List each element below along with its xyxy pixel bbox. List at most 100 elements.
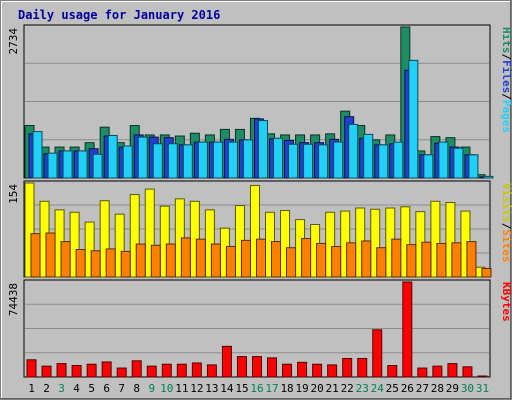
sites-bar-26 — [406, 244, 417, 278]
visits-bar-28 — [430, 200, 441, 278]
kbytes-bar-19 — [297, 361, 308, 378]
kbytes-bar-28 — [432, 365, 443, 378]
panel-2: 154 Visits/Sites — [7, 180, 512, 278]
visits-bar-16 — [249, 184, 260, 278]
kbytes-bar-30 — [462, 366, 473, 378]
sites-bar-25 — [391, 238, 402, 278]
pages-bar-27 — [423, 154, 434, 179]
pages-bar-12 — [197, 141, 208, 179]
kbytes-bar-13 — [206, 364, 217, 378]
visits-bar-1 — [24, 182, 35, 278]
kbytes-bar-26 — [402, 281, 413, 378]
kbytes-bar-7 — [116, 367, 127, 378]
pages-bar-1 — [32, 131, 43, 179]
kbytes-bar-10 — [161, 363, 172, 378]
kbytes-bar-25 — [387, 365, 398, 378]
x-tick-label-16: 16 — [250, 382, 263, 395]
kbytes-bar-20 — [312, 363, 323, 378]
x-tick-label-5: 5 — [88, 382, 95, 395]
pages-bar-4 — [77, 150, 88, 179]
legend-entry-visits: Visits — [500, 183, 512, 223]
sites-bar-6 — [105, 248, 116, 278]
sites-bar-15 — [240, 239, 251, 278]
x-tick-label-22: 22 — [341, 382, 354, 395]
sites-bar-27 — [421, 241, 432, 278]
pages-bar-11 — [182, 144, 193, 179]
pages-bar-9 — [152, 143, 163, 179]
x-tick-label-13: 13 — [205, 382, 218, 395]
pages-bar-10 — [167, 143, 178, 179]
x-tick-label-17: 17 — [265, 382, 278, 395]
kbytes-bar-24 — [372, 329, 383, 378]
chart-title: Daily usage for January 2016 — [18, 8, 220, 22]
pages-bar-6 — [107, 134, 118, 179]
pages-bar-28 — [438, 141, 449, 179]
visits-bar-10 — [159, 205, 170, 278]
kbytes-bar-17 — [267, 357, 278, 378]
pages-bar-8 — [137, 136, 148, 179]
sites-bar-29 — [451, 242, 462, 278]
sites-bar-12 — [195, 238, 206, 278]
legend-separator: / — [500, 54, 512, 61]
pages-bar-26 — [408, 59, 419, 179]
x-tick-label-1: 1 — [28, 382, 35, 395]
pages-bar-20 — [318, 144, 329, 179]
x-tick-label-19: 19 — [295, 382, 308, 395]
series-sites — [30, 232, 492, 278]
panel-3: 74438 KBytes — [7, 279, 512, 378]
pages-bar-30 — [468, 154, 479, 179]
kbytes-bar-6 — [101, 361, 112, 378]
x-tick-label-23: 23 — [356, 382, 369, 395]
legend-separator: / — [500, 93, 512, 100]
x-axis-tick-labels: 1 2 3 4 5 6 7 8 9 10 11 12 13 14 15 16 17 18 19 20 21 22 23 24 2… — [28, 382, 489, 395]
sites-bar-18 — [286, 247, 297, 278]
x-tick-label-18: 18 — [280, 382, 293, 395]
pages-bar-2 — [47, 152, 58, 179]
y-max-label: 74438 — [7, 283, 20, 316]
sites-bar-22 — [346, 242, 357, 278]
sites-bar-7 — [120, 250, 131, 278]
sites-bar-14 — [225, 245, 236, 278]
visits-bar-7 — [114, 213, 125, 278]
sites-bar-21 — [331, 245, 342, 278]
sites-bar-30 — [466, 241, 477, 278]
pages-bar-16 — [257, 120, 268, 179]
sites-bar-11 — [180, 237, 191, 278]
visits-bar-8 — [129, 194, 140, 278]
x-tick-label-6: 6 — [103, 382, 110, 395]
pages-bar-7 — [122, 145, 133, 179]
kbytes-bar-18 — [282, 363, 293, 378]
kbytes-bar-21 — [327, 364, 338, 378]
x-tick-label-25: 25 — [386, 382, 399, 395]
legend-label: Hits/Files/Pages — [500, 27, 512, 133]
kbytes-bar-5 — [86, 363, 97, 378]
y-max-label: 154 — [7, 184, 20, 204]
pages-bar-29 — [453, 147, 464, 179]
pages-bar-18 — [288, 143, 299, 179]
kbytes-bar-2 — [41, 365, 52, 378]
x-tick-label-24: 24 — [371, 382, 385, 395]
sites-bar-9 — [150, 244, 161, 278]
kbytes-bar-9 — [146, 365, 157, 378]
sites-bar-17 — [271, 241, 282, 278]
series-kbytes — [26, 281, 488, 378]
pages-bar-21 — [333, 141, 344, 179]
x-tick-label-26: 26 — [401, 382, 414, 395]
sites-bar-4 — [75, 249, 86, 278]
sites-bar-28 — [436, 242, 447, 278]
pages-bar-15 — [242, 139, 253, 179]
x-tick-label-4: 4 — [73, 382, 80, 395]
sites-bar-31 — [481, 267, 492, 278]
kbytes-bar-12 — [191, 362, 202, 378]
kbytes-bar-4 — [71, 365, 82, 378]
kbytes-bar-15 — [236, 356, 247, 378]
x-tick-label-8: 8 — [133, 382, 140, 395]
pages-bar-24 — [378, 144, 389, 179]
pages-bar-23 — [363, 133, 374, 179]
sites-bar-2 — [45, 232, 56, 278]
legend-entry-files: Files — [500, 60, 512, 93]
x-tick-label-15: 15 — [235, 382, 248, 395]
x-tick-label-29: 29 — [446, 382, 459, 395]
y-max-label: 2734 — [7, 28, 20, 55]
x-tick-label-12: 12 — [190, 382, 203, 395]
